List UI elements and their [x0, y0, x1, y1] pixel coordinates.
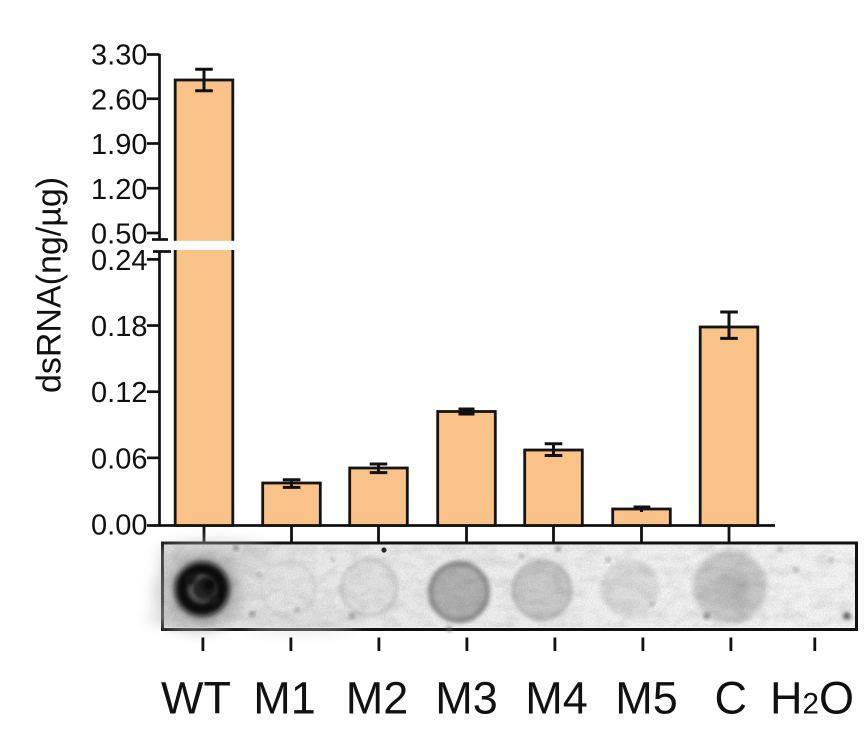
svg-text:0.06: 0.06	[91, 443, 147, 475]
svg-text:1.90: 1.90	[91, 129, 147, 161]
svg-text:0.50: 0.50	[91, 219, 147, 251]
svg-text:M3: M3	[435, 673, 498, 724]
svg-text:M5: M5	[615, 673, 678, 724]
svg-text:0.00: 0.00	[91, 510, 147, 542]
svg-text:1.20: 1.20	[91, 174, 147, 206]
svg-text:dsRNA(ng/µg): dsRNA(ng/µg)	[31, 177, 69, 393]
svg-text:3.30: 3.30	[91, 40, 147, 72]
svg-text:0.12: 0.12	[91, 377, 147, 409]
svg-text:H2O: H2O	[770, 673, 854, 724]
svg-text:2.60: 2.60	[91, 84, 147, 116]
svg-text:M2: M2	[346, 673, 409, 724]
svg-text:WT: WT	[161, 673, 231, 724]
svg-text:0.24: 0.24	[91, 245, 147, 277]
svg-text:M4: M4	[525, 673, 588, 724]
svg-text:M1: M1	[253, 673, 316, 724]
svg-text:C: C	[714, 673, 747, 724]
svg-text:0.18: 0.18	[91, 311, 147, 343]
